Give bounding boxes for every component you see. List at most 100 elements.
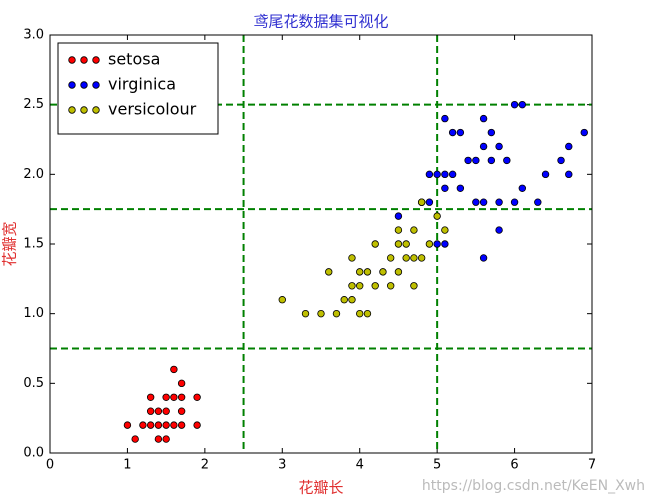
x-tick-label: 7	[588, 458, 596, 473]
point	[394, 212, 403, 220]
y-tick-label: 0.5	[23, 376, 44, 391]
point	[162, 421, 170, 429]
point	[557, 156, 565, 165]
point	[425, 198, 434, 206]
point	[417, 254, 426, 262]
watermark: https://blog.csdn.net/KeEN_Xwh	[422, 478, 645, 494]
legend-marker	[68, 81, 76, 89]
legend-label: setosa	[108, 50, 160, 69]
point	[518, 184, 527, 192]
point	[433, 240, 441, 248]
point	[348, 282, 356, 290]
point	[448, 128, 457, 137]
point	[317, 309, 325, 318]
x-tick-label: 4	[356, 458, 364, 473]
y-tick-label: 1.5	[23, 237, 44, 252]
point	[495, 142, 503, 151]
point	[580, 128, 588, 137]
point	[479, 254, 488, 262]
point	[371, 282, 379, 290]
point	[534, 198, 542, 206]
point	[386, 254, 395, 262]
point	[565, 142, 573, 151]
point	[441, 170, 449, 179]
legend-marker	[92, 81, 100, 89]
point	[325, 268, 333, 276]
x-tick-label: 5	[433, 458, 441, 473]
y-tick-label: 3.0	[23, 28, 44, 43]
point	[503, 156, 511, 165]
point	[356, 309, 364, 318]
point	[154, 421, 163, 429]
point	[441, 226, 449, 234]
point	[371, 240, 379, 248]
point	[146, 407, 155, 415]
point	[394, 240, 403, 248]
point	[456, 184, 465, 192]
point	[487, 156, 496, 165]
point	[410, 254, 418, 262]
point	[340, 296, 348, 304]
point	[518, 100, 527, 109]
point	[386, 282, 395, 290]
point	[448, 170, 457, 179]
legend-label: versicolour	[108, 100, 197, 119]
point	[441, 184, 449, 192]
point	[146, 421, 155, 429]
x-axis-label: 花瓣长	[298, 479, 343, 497]
point	[193, 393, 201, 401]
point	[348, 254, 356, 262]
legend-marker	[80, 106, 88, 114]
point	[441, 240, 449, 248]
legend-label: virginica	[108, 75, 176, 94]
point	[472, 156, 480, 165]
point	[162, 393, 170, 401]
point	[131, 435, 139, 443]
point	[170, 365, 178, 374]
legend-marker	[92, 106, 100, 114]
x-tick-label: 1	[123, 458, 131, 473]
point	[479, 114, 488, 123]
point	[479, 198, 488, 206]
point	[472, 198, 480, 206]
point	[348, 296, 356, 304]
point	[301, 309, 310, 318]
point	[177, 421, 186, 429]
point	[410, 226, 418, 234]
point	[441, 114, 449, 123]
point	[139, 421, 147, 429]
point	[541, 170, 550, 179]
legend-marker	[80, 56, 88, 64]
point	[177, 407, 186, 415]
y-tick-label: 1.0	[23, 306, 44, 321]
point	[402, 240, 410, 248]
y-tick-label: 2.5	[23, 97, 44, 112]
point	[177, 393, 186, 401]
plot-frame	[49, 34, 593, 454]
point	[363, 309, 372, 318]
point	[565, 170, 573, 179]
y-tick-label: 0.0	[23, 446, 44, 461]
point	[479, 142, 488, 151]
point	[363, 268, 372, 276]
point	[410, 282, 418, 290]
point	[394, 226, 403, 234]
x-tick-label: 2	[201, 458, 209, 473]
point	[123, 421, 132, 429]
point	[487, 128, 496, 137]
point	[425, 170, 434, 179]
point	[154, 435, 163, 443]
point	[495, 198, 503, 206]
point	[356, 268, 364, 276]
chart-title: 鸢尾花数据集可视化	[253, 13, 388, 31]
legend-marker	[92, 56, 100, 64]
point	[170, 421, 178, 429]
point	[510, 100, 519, 109]
point	[433, 212, 441, 220]
legend-marker	[68, 106, 76, 114]
point	[177, 379, 186, 388]
point	[510, 198, 519, 206]
point	[464, 156, 472, 165]
y-tick-label: 2.0	[23, 167, 44, 182]
